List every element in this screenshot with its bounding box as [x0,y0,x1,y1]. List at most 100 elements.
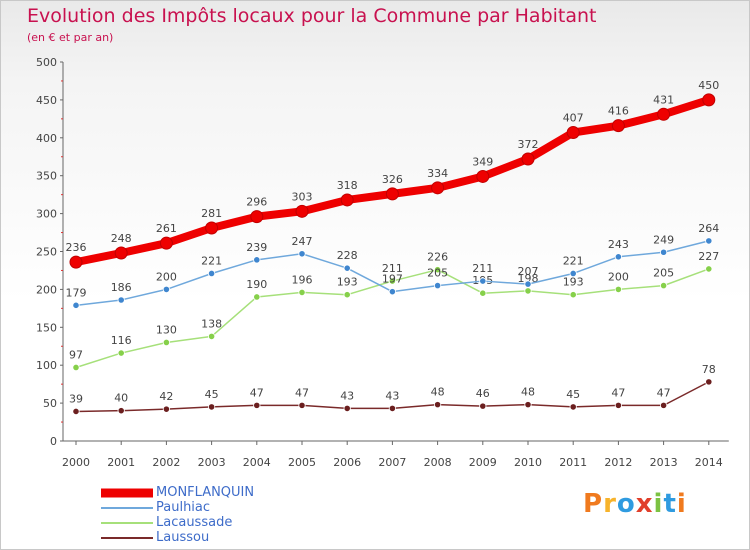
data-point-paulhiac [208,269,216,278]
data-label-monflanquin: 372 [518,138,539,151]
data-point-lacaussade [253,293,261,301]
data-point-lacaussade [705,265,713,273]
x-tick-label: 2009 [469,456,497,469]
logo-letter: r [603,489,617,519]
chart-title: Evolution des Impôts locaux pour la Comm… [27,5,597,27]
data-point-lacaussade [298,288,306,297]
legend-swatch-laussou [101,537,153,539]
data-label-lacaussade: 211 [382,262,403,275]
data-label-paulhiac: 243 [608,238,629,251]
data-point-laussou [569,403,577,411]
data-point-paulhiac [343,264,351,272]
logo-letter: x [635,489,654,519]
data-label-paulhiac: 221 [563,254,584,267]
data-label-lacaussade: 200 [608,270,629,283]
data-point-lacaussade [433,266,442,274]
x-tick-label: 2004 [243,456,271,469]
legend-label-lacaussade: Lacaussade [156,515,233,530]
x-tick-label: 2011 [559,456,587,469]
data-point-monflanquin [657,107,671,121]
data-label-laussou: 47 [295,386,309,399]
x-tick-label: 2007 [378,456,406,469]
data-point-lacaussade [659,282,668,290]
data-label-paulhiac: 207 [518,265,539,278]
data-label-monflanquin: 296 [246,196,267,209]
data-point-monflanquin [385,187,399,201]
data-label-laussou: 47 [611,386,625,399]
x-tick-label: 2002 [152,456,180,469]
x-tick-label: 2003 [198,456,226,469]
chart-legend: MONFLANQUIN Paulhiac Lacaussade Laussou [101,485,254,545]
y-tick-label: 300 [36,208,57,221]
data-label-laussou: 47 [657,386,671,399]
data-point-paulhiac [614,253,623,261]
data-point-laussou [253,401,261,409]
data-label-lacaussade: 205 [653,267,674,280]
data-label-lacaussade: 226 [427,251,448,264]
data-label-laussou: 48 [431,386,445,399]
data-label-paulhiac: 197 [382,273,403,286]
data-label-laussou: 43 [340,389,354,402]
data-label-monflanquin: 326 [382,173,403,186]
data-label-laussou: 48 [521,386,535,399]
data-point-lacaussade [117,349,125,357]
data-point-monflanquin [476,169,490,183]
data-label-monflanquin: 416 [608,105,629,118]
data-label-monflanquin: 407 [563,111,584,124]
data-label-lacaussade: 227 [698,250,719,263]
x-tick-label: 2010 [514,456,542,469]
data-label-laussou: 39 [69,392,83,405]
data-point-paulhiac [659,248,668,256]
data-label-monflanquin: 248 [111,232,132,245]
y-tick-label: 50 [43,397,57,410]
legend-label-monflanquin: MONFLANQUIN [156,485,255,500]
legend-swatch-paulhiac [101,507,153,509]
data-label-paulhiac: 211 [472,262,493,275]
data-label-laussou: 40 [114,392,128,405]
data-point-laussou [72,407,80,416]
data-point-paulhiac [433,282,442,290]
data-point-monflanquin [340,193,354,207]
data-point-lacaussade [569,291,577,299]
data-point-laussou [117,407,125,415]
y-tick-label: 150 [36,321,57,334]
data-point-paulhiac [298,250,306,258]
data-point-paulhiac [569,269,577,278]
data-label-lacaussade: 190 [246,278,267,291]
y-tick-label: 500 [36,56,57,69]
x-tick-label: 2013 [650,456,678,469]
data-label-laussou: 45 [566,388,580,401]
data-point-laussou [659,401,668,409]
data-label-lacaussade: 138 [201,317,222,330]
data-label-paulhiac: 221 [201,254,222,267]
data-label-monflanquin: 431 [653,93,674,106]
data-label-monflanquin: 450 [698,79,719,92]
logo-letter: i [653,489,664,519]
data-point-paulhiac [253,256,261,264]
y-tick-label: 450 [36,94,57,107]
x-tick-label: 2000 [62,456,90,469]
y-tick-label: 250 [36,246,57,259]
data-point-lacaussade [162,338,170,347]
x-tick-label: 2005 [288,456,316,469]
data-label-paulhiac: 264 [698,222,719,235]
data-label-monflanquin: 349 [472,155,493,168]
data-point-paulhiac [162,285,170,293]
data-point-lacaussade [343,291,351,299]
y-tick-label: 0 [50,435,57,448]
data-point-paulhiac [388,288,396,296]
data-point-laussou [479,402,487,410]
data-label-monflanquin: 303 [292,190,313,203]
data-point-monflanquin [250,210,264,224]
data-label-laussou: 47 [250,386,264,399]
data-point-monflanquin [431,181,445,195]
x-tick-label: 2006 [333,456,361,469]
data-label-paulhiac: 179 [66,286,87,299]
data-point-monflanquin [69,255,83,269]
data-point-monflanquin [702,93,716,107]
data-label-lacaussade: 97 [69,348,83,361]
logo-letter: t [663,489,677,519]
data-point-monflanquin [566,125,580,139]
data-point-laussou [343,404,351,413]
